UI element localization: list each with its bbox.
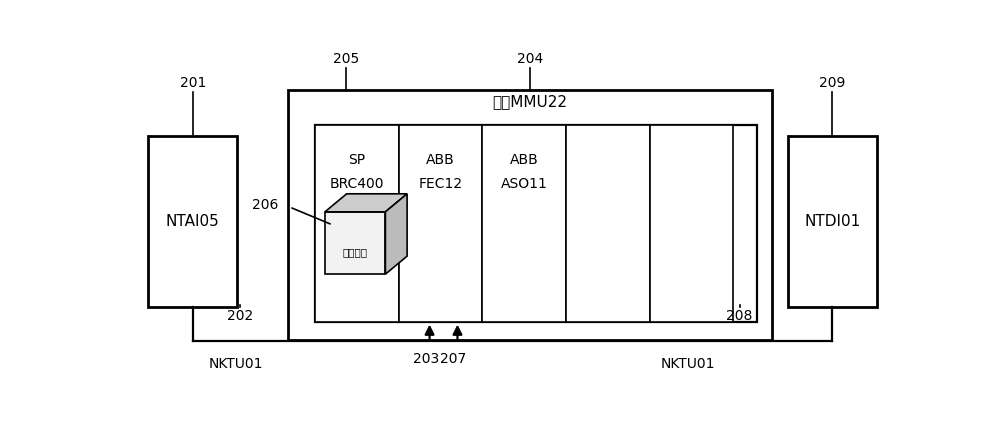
Bar: [788, 136, 877, 307]
Text: NTAI05: NTAI05: [166, 214, 220, 229]
Text: 204: 204: [517, 52, 543, 66]
Text: NKTU01: NKTU01: [209, 357, 263, 371]
Bar: [148, 136, 237, 307]
Text: FEC12: FEC12: [418, 177, 462, 191]
Text: 逻辑组态: 逻辑组态: [343, 248, 368, 257]
Text: 201: 201: [180, 77, 206, 90]
Text: 202: 202: [227, 308, 253, 322]
Bar: [650, 125, 733, 322]
Text: BRC400: BRC400: [329, 177, 384, 191]
Bar: [566, 125, 650, 322]
Text: NTDI01: NTDI01: [804, 214, 860, 229]
Text: ABB: ABB: [426, 153, 455, 167]
Polygon shape: [325, 194, 407, 212]
Text: SP: SP: [348, 153, 365, 167]
Text: NKTU01: NKTU01: [660, 357, 715, 371]
Text: ASO11: ASO11: [501, 177, 548, 191]
Text: 207: 207: [440, 352, 467, 366]
Text: 209: 209: [819, 77, 845, 90]
Bar: [288, 90, 772, 340]
Text: 208: 208: [726, 308, 753, 322]
Bar: [399, 125, 482, 322]
Bar: [315, 125, 757, 322]
Bar: [325, 212, 385, 274]
Text: ABB: ABB: [510, 153, 538, 167]
Text: 203: 203: [413, 352, 439, 366]
Bar: [482, 125, 566, 322]
Text: 206: 206: [252, 198, 278, 212]
Bar: [315, 125, 399, 322]
Text: 205: 205: [333, 52, 359, 66]
Text: 背板MMU22: 背板MMU22: [492, 95, 567, 109]
Polygon shape: [385, 194, 407, 274]
